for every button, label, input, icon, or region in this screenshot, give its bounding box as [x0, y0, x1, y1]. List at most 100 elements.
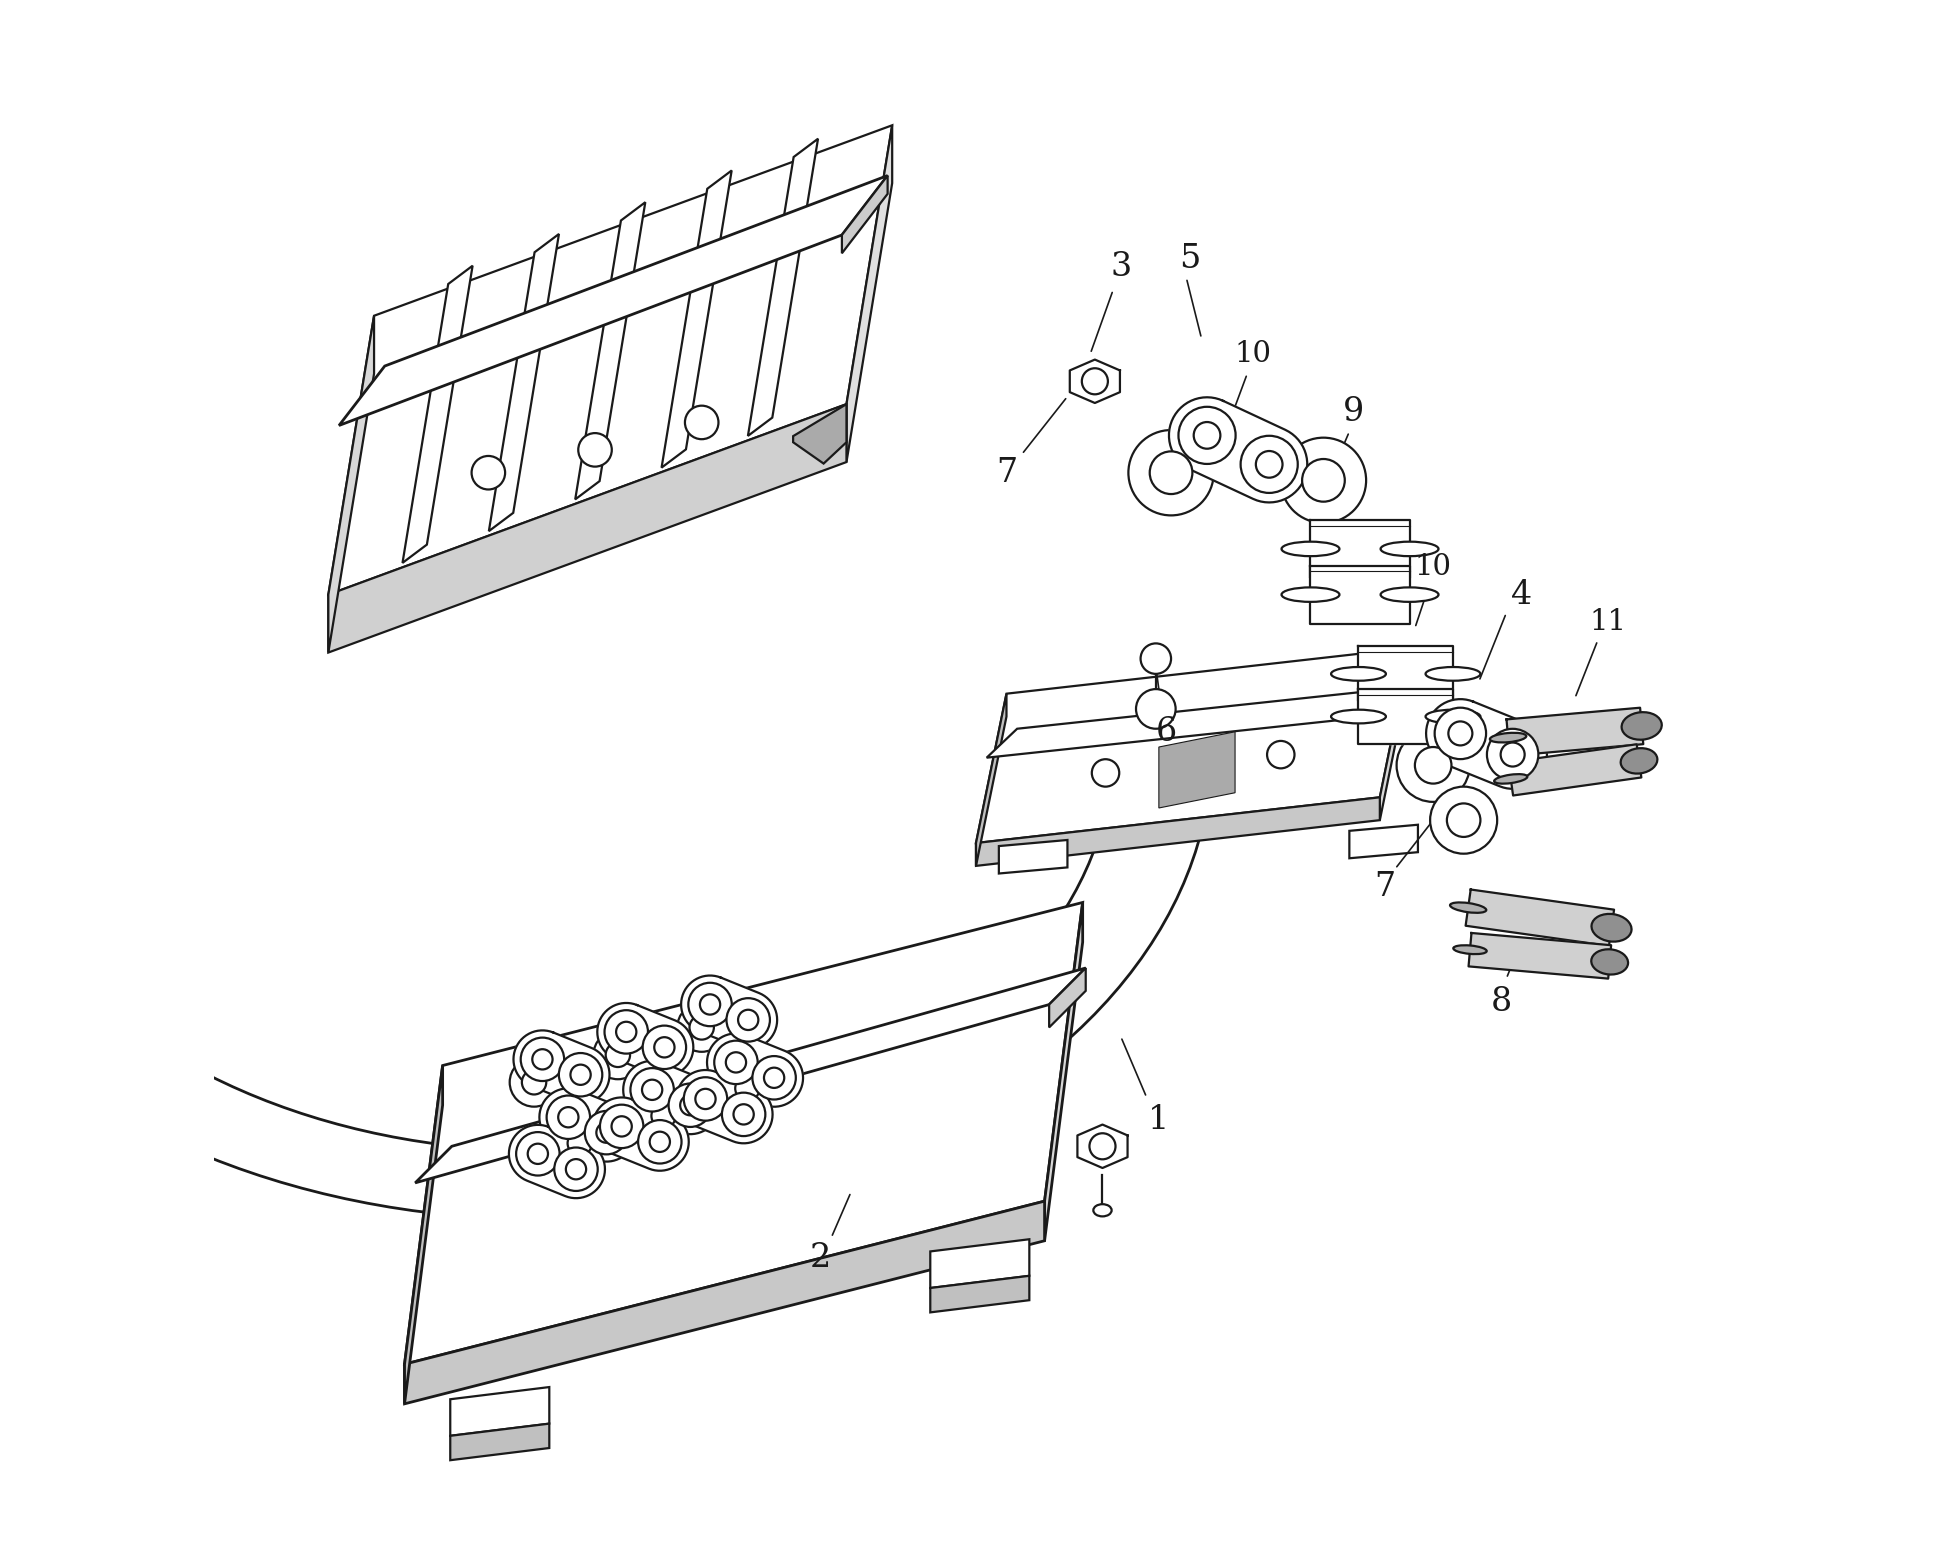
Ellipse shape	[558, 1053, 603, 1096]
Polygon shape	[847, 126, 892, 462]
Ellipse shape	[1195, 421, 1220, 449]
Polygon shape	[416, 967, 1085, 1183]
Text: 2: 2	[810, 1241, 832, 1274]
Ellipse shape	[630, 1068, 673, 1112]
Ellipse shape	[1435, 708, 1485, 759]
Polygon shape	[931, 1275, 1029, 1312]
Circle shape	[556, 1120, 605, 1168]
Polygon shape	[404, 902, 1083, 1364]
Polygon shape	[1310, 566, 1409, 624]
Ellipse shape	[605, 1011, 648, 1054]
Polygon shape	[593, 1098, 689, 1171]
Polygon shape	[976, 694, 1007, 866]
Ellipse shape	[679, 1095, 701, 1115]
Ellipse shape	[689, 983, 732, 1026]
Circle shape	[605, 1043, 630, 1067]
Polygon shape	[451, 1387, 549, 1435]
Polygon shape	[841, 176, 888, 253]
Polygon shape	[1359, 689, 1452, 743]
Text: 10: 10	[1415, 554, 1452, 582]
Ellipse shape	[714, 1040, 757, 1084]
Ellipse shape	[1331, 709, 1386, 723]
Polygon shape	[509, 1124, 605, 1199]
Ellipse shape	[554, 1148, 597, 1191]
Ellipse shape	[1591, 914, 1632, 942]
Ellipse shape	[763, 1068, 785, 1088]
Polygon shape	[623, 1061, 718, 1134]
Polygon shape	[748, 138, 818, 435]
Circle shape	[578, 434, 611, 466]
Circle shape	[1140, 644, 1171, 673]
Polygon shape	[999, 840, 1068, 874]
Circle shape	[1136, 689, 1175, 729]
Circle shape	[1089, 1134, 1115, 1160]
Polygon shape	[976, 798, 1380, 866]
Polygon shape	[513, 1031, 609, 1104]
Ellipse shape	[722, 1093, 765, 1137]
Ellipse shape	[752, 1056, 796, 1099]
Polygon shape	[404, 1200, 1044, 1404]
Text: 11: 11	[1591, 608, 1626, 636]
Polygon shape	[539, 1088, 636, 1162]
Polygon shape	[340, 176, 888, 426]
Polygon shape	[662, 171, 732, 468]
Polygon shape	[1427, 700, 1546, 788]
Text: 9: 9	[1343, 397, 1364, 428]
Ellipse shape	[558, 1107, 578, 1127]
Text: 10: 10	[1236, 341, 1273, 369]
Ellipse shape	[586, 1110, 629, 1154]
Circle shape	[1396, 729, 1470, 802]
Polygon shape	[1509, 745, 1642, 796]
Text: 7: 7	[996, 457, 1017, 488]
Polygon shape	[681, 975, 777, 1048]
Circle shape	[1446, 804, 1480, 837]
Polygon shape	[328, 126, 892, 594]
Ellipse shape	[521, 1037, 564, 1081]
Ellipse shape	[642, 1026, 685, 1068]
Polygon shape	[1507, 708, 1644, 756]
Polygon shape	[707, 1034, 802, 1107]
Ellipse shape	[695, 1088, 716, 1109]
Polygon shape	[1359, 647, 1452, 701]
Ellipse shape	[1282, 588, 1339, 602]
Ellipse shape	[533, 1050, 552, 1070]
Polygon shape	[328, 404, 847, 653]
Circle shape	[652, 1104, 675, 1127]
Circle shape	[722, 1064, 771, 1113]
Circle shape	[1128, 431, 1214, 515]
Polygon shape	[1048, 967, 1085, 1028]
Text: 6: 6	[1156, 715, 1177, 748]
Circle shape	[1281, 437, 1366, 522]
Circle shape	[472, 456, 506, 490]
Circle shape	[568, 1130, 591, 1155]
Ellipse shape	[515, 1132, 560, 1176]
Polygon shape	[1169, 397, 1308, 502]
Polygon shape	[597, 1003, 693, 1076]
Polygon shape	[0, 782, 1210, 1219]
Ellipse shape	[642, 1079, 662, 1099]
Circle shape	[1267, 740, 1294, 768]
Polygon shape	[1159, 732, 1236, 809]
Circle shape	[1150, 451, 1193, 494]
Ellipse shape	[547, 1096, 590, 1138]
Polygon shape	[1466, 889, 1614, 945]
Ellipse shape	[1501, 743, 1525, 767]
Text: 4: 4	[1511, 578, 1532, 611]
Circle shape	[1431, 787, 1497, 854]
Ellipse shape	[1448, 722, 1472, 745]
Polygon shape	[1349, 824, 1417, 858]
Polygon shape	[451, 1424, 549, 1460]
Ellipse shape	[1380, 541, 1439, 557]
Ellipse shape	[1487, 729, 1538, 781]
Ellipse shape	[1493, 774, 1526, 784]
Ellipse shape	[1622, 712, 1661, 740]
Text: 7: 7	[1374, 871, 1396, 903]
Polygon shape	[402, 266, 472, 563]
Ellipse shape	[1255, 451, 1282, 477]
Ellipse shape	[1425, 667, 1480, 681]
Circle shape	[736, 1076, 759, 1101]
Ellipse shape	[617, 1022, 636, 1042]
Ellipse shape	[1093, 1204, 1111, 1216]
Polygon shape	[1044, 902, 1083, 1241]
Circle shape	[689, 1015, 714, 1040]
